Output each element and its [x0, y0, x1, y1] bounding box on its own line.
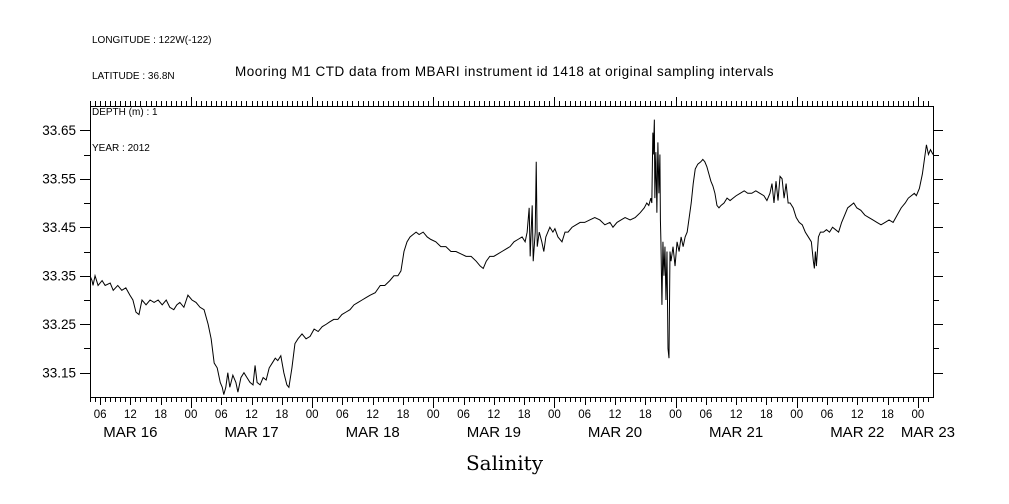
x-hour-label: 12 [851, 409, 864, 421]
x-date-label: MAR 17 [224, 424, 278, 441]
y-tick-label: 33.25 [42, 317, 76, 332]
x-axis-title: Salinity [465, 451, 544, 475]
x-date-label: MAR 16 [103, 424, 157, 441]
x-hour-label: 06 [336, 409, 349, 421]
x-hour-label: 00 [185, 409, 198, 421]
x-hour-label: 06 [699, 409, 712, 421]
x-date-label: MAR 18 [346, 424, 400, 441]
longitude-label: LONGITUDE : 122W(-122) [92, 35, 212, 46]
y-tick-label: 33.15 [42, 365, 76, 380]
x-hour-label: 00 [306, 409, 319, 421]
x-hour-label: 06 [457, 409, 470, 421]
x-hour-label: 00 [548, 409, 561, 421]
y-tick-label: 33.35 [42, 268, 76, 283]
y-tick-label: 33.55 [42, 171, 76, 186]
x-date-label: MAR 23 [901, 424, 955, 441]
x-hour-label: 12 [609, 409, 622, 421]
x-hour-label: 00 [790, 409, 803, 421]
depth-label: DEPTH (m) : 1 [92, 107, 158, 118]
latitude-label: LATITUDE : 36.8N [92, 71, 175, 82]
x-hour-label: 18 [881, 409, 894, 421]
year-label: YEAR : 2012 [92, 143, 150, 154]
x-hour-label: 00 [669, 409, 682, 421]
salinity-trace [90, 119, 933, 395]
x-date-label: MAR 22 [830, 424, 884, 441]
x-hour-label: 00 [911, 409, 924, 421]
x-hour-label: 12 [245, 409, 258, 421]
x-date-label: MAR 19 [467, 424, 521, 441]
x-hour-label: 18 [275, 409, 288, 421]
x-date-label: MAR 20 [588, 424, 642, 441]
x-hour-label: 06 [215, 409, 228, 421]
x-hour-label: 12 [124, 409, 137, 421]
x-hour-label: 18 [154, 409, 167, 421]
x-hour-label: 12 [366, 409, 379, 421]
x-hour-label: 06 [94, 409, 107, 421]
y-tick-label: 33.65 [42, 123, 76, 138]
x-hour-label: 06 [578, 409, 591, 421]
station-info-block: LONGITUDE : 122W(-122) LATITUDE : 36.8N … [92, 11, 211, 179]
y-tick-label: 33.45 [42, 220, 76, 235]
x-date-label: MAR 21 [709, 424, 763, 441]
x-hour-label: 12 [487, 409, 500, 421]
x-hour-label: 18 [397, 409, 410, 421]
x-hour-label: 18 [518, 409, 531, 421]
plot-frame [90, 106, 934, 398]
x-hour-label: 00 [427, 409, 440, 421]
x-hour-label: 12 [730, 409, 743, 421]
chart-title: Mooring M1 CTD data from MBARI instrumen… [235, 64, 774, 79]
x-hour-label: 18 [760, 409, 773, 421]
x-hour-label: 06 [821, 409, 834, 421]
x-hour-label: 18 [639, 409, 652, 421]
